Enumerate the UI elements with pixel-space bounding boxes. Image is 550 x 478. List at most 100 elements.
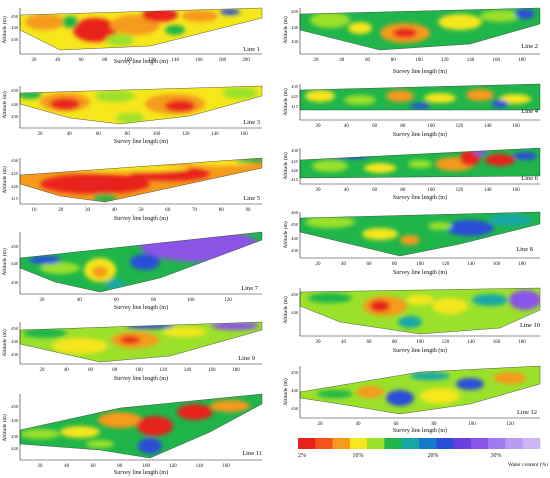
line-label-2: Line 2 — [521, 43, 538, 50]
y-tick-label: 440 — [11, 339, 19, 344]
x-tick-label: 20 — [58, 208, 64, 213]
x-tick-label: 80 — [112, 368, 118, 373]
legend-swatch — [367, 438, 385, 449]
x-tick-label: 40 — [77, 298, 83, 303]
y-tick-label: 450 — [291, 292, 299, 297]
y-axis-title-8: Altitude (m) — [282, 221, 289, 249]
panel-line-4: 20 40 60 80 100 120 140 160 435 425 415 Line 4 Sur… — [282, 83, 541, 138]
x-tick-label: 180 — [518, 58, 526, 63]
x-tick-label: 80 — [125, 132, 131, 137]
x-tick-label: 80 — [102, 58, 108, 63]
x-tick-label: 40 — [67, 132, 73, 137]
y-tick-label: 430 — [11, 114, 19, 119]
x-tick-label: 60 — [79, 58, 85, 63]
x-tick-label: 160 — [512, 188, 520, 193]
x-tick-label: 60 — [367, 340, 373, 345]
section-line-10 — [300, 288, 540, 334]
y-tick-label: 440 — [11, 25, 19, 30]
y-tick-label: 430 — [11, 280, 19, 285]
x-tick-label: 100 — [427, 124, 435, 129]
x-tick-label: 60 — [114, 298, 120, 303]
x-tick-label: 160 — [208, 368, 216, 373]
x-tick-label: 160 — [512, 124, 520, 129]
axis-line-12 — [299, 366, 540, 419]
x-tick-label: 120 — [160, 368, 168, 373]
legend-tick-30: 30% — [491, 453, 502, 459]
y-tick-label: 450 — [11, 88, 19, 93]
section-line-4 — [300, 84, 540, 110]
legend-tick-2: 2% — [298, 453, 306, 459]
x-tick-label: 20 — [38, 464, 44, 469]
x-tick-label: 80 — [219, 208, 225, 213]
x-tick-label: 40 — [55, 58, 61, 63]
x-tick-label: 120 — [224, 298, 232, 303]
panel-line-1: 20 40 60 80 100 120 140 160 180 200 450 440 430 Line… — [1, 7, 263, 65]
y-tick-label: 440 — [291, 388, 299, 393]
x-tick-label: 180 — [232, 368, 240, 373]
panel-line-12: 20 40 60 80 100 120 450 440 430 Line 12 Survey l… — [282, 365, 541, 434]
x-tick-label: 80 — [392, 340, 398, 345]
y-axis-title-11: Altitude (m) — [1, 414, 8, 442]
x-tick-label: 120 — [456, 188, 464, 193]
x-axis-title-7: Survey line length (m) — [114, 304, 168, 311]
section-line-9 — [20, 322, 262, 362]
legend-swatch — [488, 438, 506, 449]
line-label-1: Line 1 — [243, 46, 260, 53]
y-tick-label: 425 — [291, 94, 299, 99]
x-tick-label: 60 — [165, 208, 171, 213]
x-tick-label: 200 — [242, 58, 250, 63]
line-label-9: Line 9 — [238, 355, 255, 362]
x-tick-label: 40 — [344, 188, 350, 193]
x-tick-label: 90 — [246, 208, 252, 213]
x-tick-label: 140 — [184, 368, 192, 373]
x-tick-label: 140 — [196, 464, 204, 469]
color-legend: 2% 10% 20% 30% Water content (%) — [298, 438, 548, 468]
panel-line-5: 10 20 30 40 50 60 70 80 90 430 425 420 415 Line 5 Su… — [1, 157, 263, 222]
y-axis-title-9: Altitude (m) — [1, 329, 8, 357]
legend-swatch — [436, 438, 454, 449]
line-label-8: Line 8 — [516, 246, 533, 253]
axis-line-9 — [19, 322, 262, 365]
x-axis-title-4: Survey line length (m) — [393, 131, 447, 138]
x-tick-label: 180 — [219, 58, 227, 63]
axis-line-8 — [299, 212, 540, 259]
x-tick-label: 60 — [372, 188, 378, 193]
x-tick-label: 80 — [391, 58, 397, 63]
x-tick-label: 120 — [169, 464, 177, 469]
y-tick-label: 430 — [291, 406, 299, 411]
x-tick-label: 120 — [148, 58, 156, 63]
x-tick-label: 80 — [432, 422, 438, 427]
line-label-3: Line 3 — [243, 119, 260, 126]
y-tick-label: 415 — [11, 196, 19, 201]
x-tick-label: 100 — [416, 340, 424, 345]
x-tick-label: 20 — [316, 262, 322, 267]
x-tick-label: 60 — [365, 58, 371, 63]
legend-swatch — [505, 438, 523, 449]
line-label-11: Line 11 — [242, 450, 262, 457]
y-tick-label: 440 — [291, 310, 299, 315]
y-tick-label: 415 — [291, 104, 299, 109]
x-axis-title-3: Survey line length (m) — [114, 138, 168, 145]
line-label-4: Line 4 — [521, 108, 539, 115]
x-tick-label: 20 — [314, 58, 320, 63]
legend-swatch — [453, 438, 472, 449]
y-tick-label: 420 — [291, 168, 299, 173]
x-tick-label: 60 — [367, 262, 373, 267]
y-tick-label: 450 — [291, 222, 299, 227]
y-tick-label: 440 — [11, 102, 19, 107]
legend-swatch — [470, 438, 489, 449]
x-tick-label: 30 — [85, 208, 91, 213]
x-axis-title-9: Survey line length (m) — [114, 375, 168, 382]
legend-swatch — [298, 438, 316, 449]
x-tick-label: 60 — [91, 464, 97, 469]
x-axis-title-6: Survey line length (m) — [393, 194, 447, 201]
axis-line-5 — [19, 158, 262, 205]
x-tick-label: 60 — [96, 132, 102, 137]
y-tick-label: 430 — [11, 37, 19, 42]
x-tick-label: 140 — [467, 58, 475, 63]
x-axis-title-5: Survey line length (m) — [114, 215, 168, 222]
x-tick-label: 100 — [468, 422, 476, 427]
